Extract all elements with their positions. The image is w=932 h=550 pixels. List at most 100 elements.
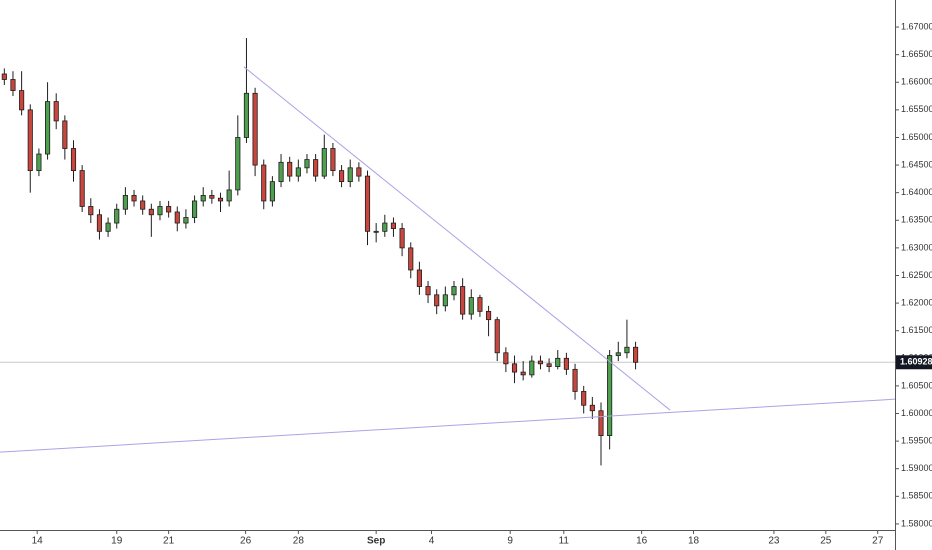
candle-body	[226, 189, 232, 202]
candle-body	[287, 161, 293, 177]
candle-body	[261, 164, 267, 202]
trend-line	[0, 398, 896, 453]
x-tick-label: 28	[293, 536, 305, 547]
candle-body	[529, 360, 535, 376]
candle-body	[537, 360, 544, 365]
candle-body	[347, 167, 353, 183]
last-price-label: 1.60928	[900, 357, 932, 367]
candle-body	[408, 247, 414, 271]
candle-body	[477, 297, 483, 312]
candle-body	[295, 167, 301, 177]
candle-body	[313, 159, 319, 177]
candle-body	[183, 217, 189, 224]
candle-body	[252, 92, 258, 166]
y-tick-label: 1.61500	[901, 325, 932, 335]
y-tick-label: 1.62500	[901, 270, 932, 280]
candle-body	[122, 195, 128, 210]
y-tick-label: 1.64000	[901, 187, 932, 197]
candle-body	[546, 363, 552, 367]
candle-body	[494, 319, 500, 354]
candle-body	[157, 206, 163, 216]
candle-body	[511, 363, 518, 373]
y-tick-label: 1.58000	[901, 518, 932, 528]
y-tick-label: 1.66500	[901, 49, 932, 59]
candle-body	[304, 159, 310, 169]
x-tick-label: 9	[507, 536, 513, 547]
x-tick-label: 16	[636, 536, 648, 547]
y-tick-label: 1.62000	[901, 297, 932, 307]
y-tick-label: 1.65500	[901, 104, 932, 114]
candle-body	[131, 195, 137, 202]
candle-body	[209, 195, 215, 199]
y-tick-label: 1.64500	[901, 159, 932, 169]
candle-body	[62, 120, 68, 149]
candle-body	[235, 137, 241, 191]
candle-body	[321, 148, 327, 177]
candle-body	[278, 161, 284, 183]
x-tick-label: 21	[163, 536, 175, 547]
y-tick-label: 1.66000	[901, 77, 932, 87]
candle-body	[451, 286, 457, 296]
candle-body	[624, 346, 630, 354]
candle-body	[140, 200, 146, 210]
x-tick-label: 14	[32, 536, 44, 547]
candle-body	[572, 368, 578, 392]
y-tick-label: 1.63000	[901, 242, 932, 252]
candle-body	[1, 73, 7, 80]
candle-body	[416, 269, 422, 287]
y-tick-label: 1.59500	[901, 435, 932, 445]
candle-body	[10, 79, 16, 91]
candle-body	[96, 214, 103, 232]
x-tick-label: 23	[768, 536, 780, 547]
candle-body	[330, 148, 336, 171]
candle-body	[364, 175, 371, 232]
candle-body	[166, 206, 172, 213]
candle-body	[598, 410, 604, 436]
candle-body	[243, 92, 250, 138]
candle-body	[88, 206, 94, 216]
candle-body	[503, 352, 509, 365]
y-tick-label: 1.63500	[901, 215, 932, 225]
candle-body	[174, 211, 180, 224]
candle-body	[339, 170, 345, 183]
candle-body	[356, 167, 362, 177]
candle-body	[468, 297, 474, 315]
candle-body	[19, 90, 25, 111]
candle-body	[486, 310, 492, 321]
candle-body	[615, 352, 621, 356]
trend-line	[243, 66, 671, 411]
candle-body	[373, 230, 379, 233]
last-price-box	[896, 355, 932, 370]
candle-body	[555, 357, 561, 367]
x-tick-label: 25	[820, 536, 832, 547]
x-tick-label: 27	[872, 536, 884, 547]
candle-body	[114, 208, 120, 224]
candle-body	[442, 294, 448, 307]
candle-body	[581, 391, 587, 406]
candle-body	[27, 109, 33, 171]
candle-body	[70, 148, 77, 171]
candle-body	[633, 346, 639, 363]
candle-body	[563, 357, 569, 370]
y-tick-label: 1.60500	[901, 380, 932, 390]
x-tick-label: 4	[429, 536, 435, 547]
candle-body	[382, 222, 388, 232]
x-tick-label: 26	[240, 536, 252, 547]
y-tick-label: 1.67000	[901, 21, 932, 31]
candle-body	[390, 222, 397, 229]
candle-body	[520, 371, 526, 376]
candle-body	[36, 153, 42, 171]
candle-body	[79, 170, 85, 207]
candle-body	[53, 101, 59, 122]
x-tick-label: 11	[559, 536, 570, 547]
candle-body	[217, 197, 224, 202]
candle-body	[434, 294, 440, 307]
candle-body	[148, 208, 154, 216]
x-tick-label: 19	[111, 536, 123, 547]
y-tick-label: 1.65000	[901, 132, 932, 142]
candle-body	[192, 200, 198, 218]
candle-body	[44, 101, 51, 155]
